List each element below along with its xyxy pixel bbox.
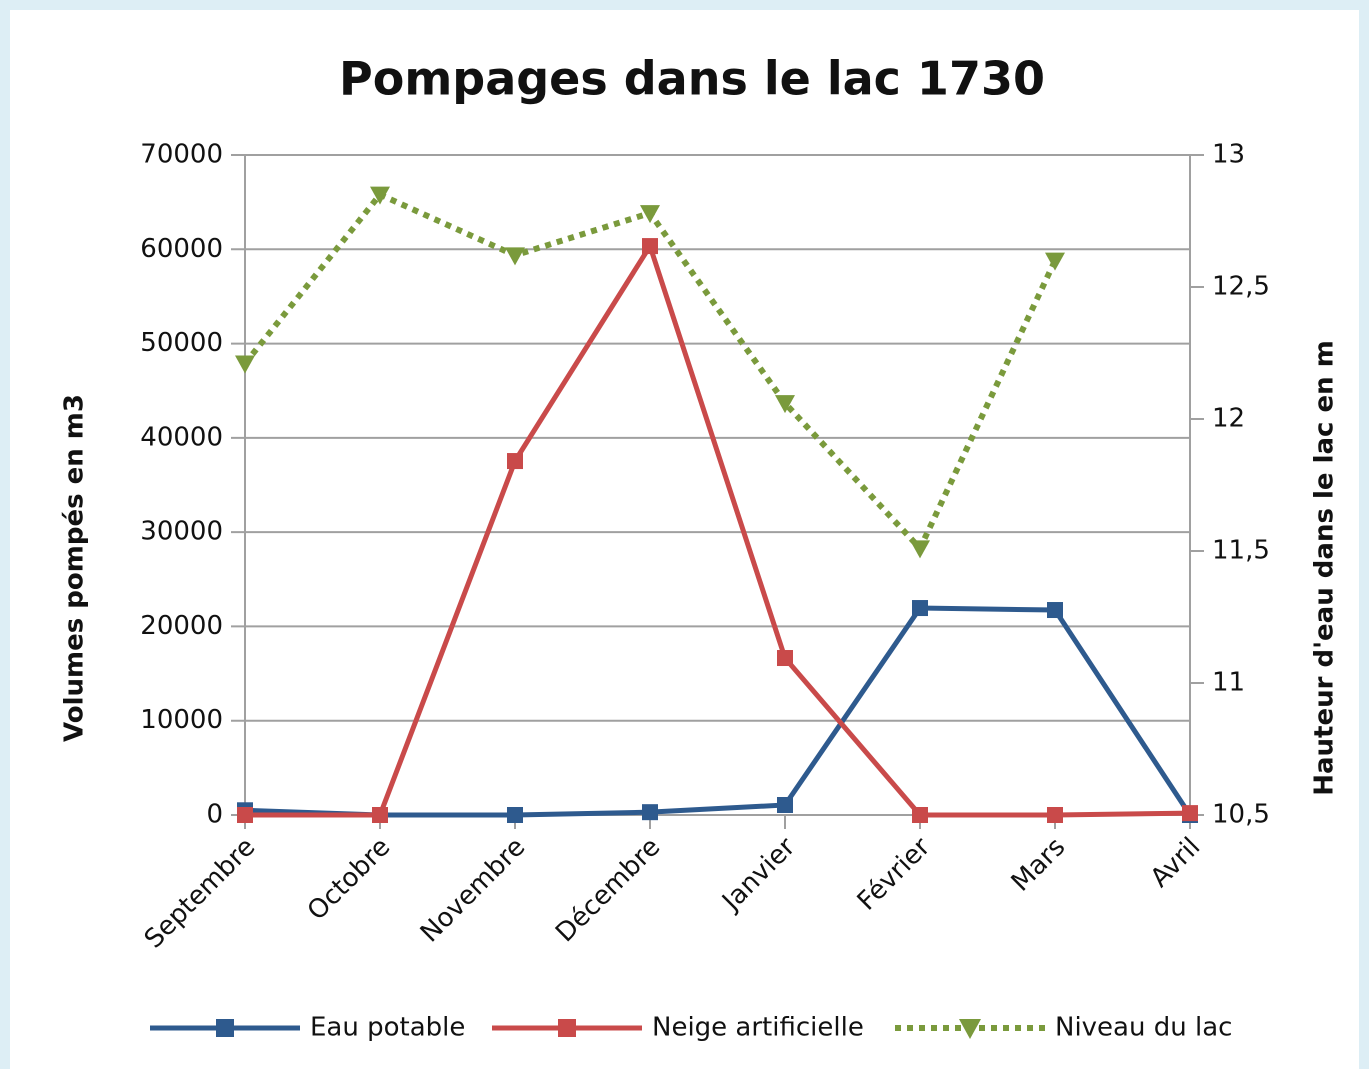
marker bbox=[505, 247, 525, 266]
marker bbox=[912, 807, 928, 823]
marker bbox=[912, 600, 928, 617]
y2-tick-label: 12,5 bbox=[1212, 272, 1270, 302]
marker bbox=[775, 395, 795, 414]
marker bbox=[235, 355, 255, 374]
marker bbox=[777, 797, 793, 814]
marker bbox=[216, 1019, 234, 1037]
y-tick-label: 0 bbox=[206, 800, 223, 830]
y2-tick-label: 11 bbox=[1212, 668, 1245, 698]
legend-label: Neige artificielle bbox=[652, 1013, 864, 1043]
y2-axis-title: Hauteur d'eau dans le lac en m bbox=[1310, 340, 1340, 796]
marker bbox=[507, 807, 523, 823]
legend-label: Eau potable bbox=[310, 1013, 465, 1043]
marker bbox=[558, 1019, 576, 1037]
y-tick-label: 70000 bbox=[140, 140, 223, 170]
marker bbox=[640, 205, 660, 224]
marker bbox=[777, 650, 793, 667]
y2-tick-label: 13 bbox=[1212, 140, 1245, 170]
marker bbox=[1047, 807, 1063, 823]
marker bbox=[642, 238, 658, 255]
marker bbox=[642, 804, 658, 821]
marker bbox=[1047, 602, 1063, 619]
marker bbox=[507, 453, 523, 470]
marker bbox=[1045, 252, 1065, 271]
y2-tick-label: 11,5 bbox=[1212, 536, 1270, 566]
y-tick-label: 60000 bbox=[140, 234, 223, 264]
legend-label: Niveau du lac bbox=[1055, 1013, 1232, 1043]
y2-tick-label: 10,5 bbox=[1212, 800, 1270, 830]
chart-background bbox=[10, 10, 1359, 1069]
marker bbox=[1182, 805, 1198, 822]
y-tick-label: 20000 bbox=[140, 611, 223, 641]
y-tick-label: 10000 bbox=[140, 705, 223, 735]
series-line bbox=[244, 605, 1193, 818]
chart-title: Pompages dans le lac 1730 bbox=[339, 52, 1045, 106]
y-tick-label: 50000 bbox=[140, 328, 223, 358]
marker bbox=[910, 540, 930, 559]
marker bbox=[959, 1019, 981, 1039]
y-axis-title: Volumes pompés en m3 bbox=[60, 394, 90, 742]
marker bbox=[237, 807, 253, 823]
marker bbox=[372, 807, 388, 823]
marker bbox=[370, 186, 390, 205]
series-line bbox=[245, 240, 1191, 818]
y2-tick-label: 12 bbox=[1212, 404, 1245, 434]
y-tick-label: 30000 bbox=[140, 517, 223, 547]
y-tick-label: 40000 bbox=[140, 422, 223, 452]
